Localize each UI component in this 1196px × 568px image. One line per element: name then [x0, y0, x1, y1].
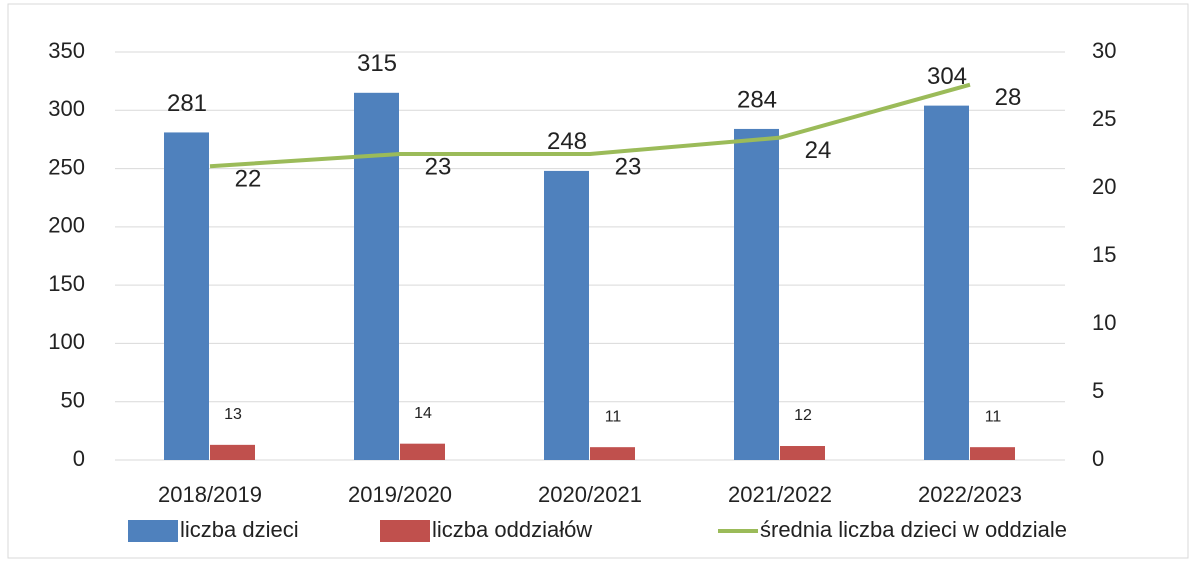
- bar-label: 13: [224, 406, 242, 423]
- y-tick-label: 250: [48, 154, 85, 179]
- y-tick-label: 300: [48, 96, 85, 121]
- bar-label: 248: [547, 128, 587, 155]
- line-label: 24: [805, 137, 832, 164]
- y2-tick-label: 0: [1092, 446, 1104, 471]
- bar-label: 284: [737, 86, 777, 113]
- bar: [544, 170, 589, 460]
- bar-label: 14: [414, 405, 432, 422]
- y2-tick-label: 15: [1092, 242, 1116, 267]
- x-tick-label: 2020/2021: [538, 482, 642, 507]
- bar: [734, 128, 779, 461]
- bar: [780, 446, 825, 460]
- legend-label: liczba dzieci: [180, 517, 299, 542]
- x-tick-label: 2018/2019: [158, 482, 262, 507]
- legend-label: liczba oddziałów: [432, 517, 592, 542]
- bar: [590, 447, 635, 460]
- bar-label: 315: [357, 50, 397, 77]
- bar: [164, 132, 209, 461]
- x-tick-label: 2022/2023: [918, 482, 1022, 507]
- y-tick-label: 150: [48, 271, 85, 296]
- y-tick-label: 200: [48, 213, 85, 238]
- line-label: 23: [615, 153, 642, 180]
- y2-tick-label: 20: [1092, 174, 1116, 199]
- y2-tick-label: 10: [1092, 310, 1116, 335]
- y-tick-label: 50: [61, 388, 85, 413]
- bar: [400, 443, 445, 460]
- y2-tick-label: 30: [1092, 38, 1116, 63]
- bar-label: 11: [605, 408, 622, 425]
- legend-swatch: [128, 520, 178, 542]
- y-tick-label: 350: [48, 38, 85, 63]
- bar-label: 11: [985, 408, 1002, 425]
- line: [209, 82, 971, 169]
- y-tick-label: 0: [73, 446, 85, 471]
- bar-label: 281: [167, 90, 207, 117]
- x-tick-label: 2019/2020: [348, 482, 452, 507]
- bar: [924, 105, 969, 460]
- x-tick-label: 2021/2022: [728, 482, 832, 507]
- y-tick-label: 100: [48, 329, 85, 354]
- y2-tick-label: 25: [1092, 106, 1116, 131]
- bar-label: 12: [794, 407, 812, 424]
- line-label: 28: [995, 84, 1022, 111]
- bar: [970, 447, 1015, 460]
- line-label: 23: [425, 153, 452, 180]
- y2-tick-label: 5: [1092, 378, 1104, 403]
- bar: [354, 92, 399, 461]
- bar: [210, 444, 255, 460]
- legend-swatch: [380, 520, 430, 542]
- legend-label: średnia liczba dzieci w oddziale: [760, 517, 1067, 542]
- line-label: 22: [235, 166, 262, 193]
